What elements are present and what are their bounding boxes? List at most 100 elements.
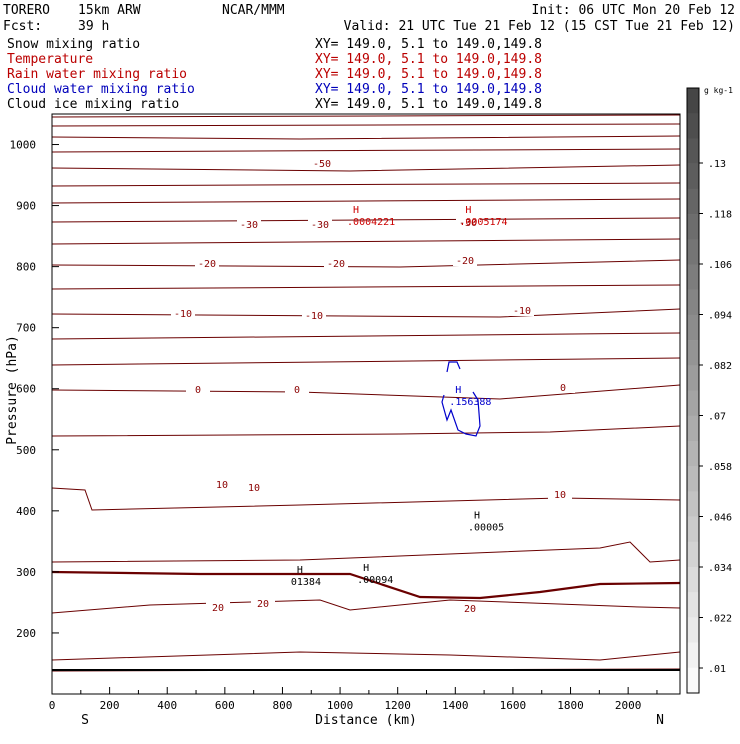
x-tick-label: 1200	[384, 699, 411, 712]
org-label: NCAR/MMM	[222, 3, 285, 18]
maximum-value: .00005	[468, 522, 504, 533]
temperature-contour	[51, 164, 681, 172]
colorbar-tick-label: .13	[708, 159, 726, 170]
contour-label: -50	[313, 159, 331, 170]
temperature-contour	[51, 651, 681, 661]
maximum-marker: H	[455, 385, 461, 396]
x-tick-label: 1000	[327, 699, 354, 712]
contour-labels: -50 -30 -30 -30 -20 -20 -20 -10 -10 -10 0 0 0 10 10 10 2…	[171, 158, 575, 615]
y-axis-title: Pressure (hPa)	[5, 335, 20, 445]
temperature-contour	[51, 259, 681, 268]
colorbar-cell	[687, 440, 699, 467]
contour-label-bg	[458, 603, 482, 614]
forecast-hours: 39 h	[78, 19, 109, 34]
colorbar-cell	[687, 566, 699, 593]
field-legend: Snow mixing ratio XY= 149.0, 5.1 to 149.…	[7, 37, 542, 112]
contour-label-bg	[206, 602, 230, 613]
contour-label-bg	[210, 479, 234, 490]
contour-label: 10	[554, 490, 566, 501]
contour-label: -20	[327, 259, 345, 270]
colorbar-tick-label: .046	[708, 513, 732, 524]
maximum-marker: H	[363, 563, 369, 574]
y-tick-label: 400	[16, 505, 36, 518]
temperature-contour	[51, 238, 681, 245]
contour-label: 10	[216, 480, 228, 491]
plot-area: -50 -30 -30 -30 -20 -20 -20 -10 -10 -10 0 0 0 10 10 10 2…	[10, 113, 681, 712]
legend-cloud-water-xy: XY= 149.0, 5.1 to 149.0,149.8	[315, 82, 542, 97]
y-tick-label: 700	[16, 322, 36, 335]
contour-label: -30	[311, 220, 329, 231]
contour-label-bg	[302, 310, 326, 321]
contour-label-bg	[195, 258, 219, 269]
contour-label-bg	[242, 482, 266, 493]
contour-label: -20	[198, 259, 216, 270]
colorbar-cell	[687, 390, 699, 417]
zero-degree-isotherm	[51, 570, 681, 600]
contour-label: 0	[560, 383, 566, 394]
contour-label-bg	[237, 219, 261, 230]
y-tick-label: 1000	[10, 139, 37, 152]
colorbar-cell	[687, 541, 699, 568]
y-tick-label: 500	[16, 444, 36, 457]
temperature-contour	[51, 487, 681, 511]
valid-time: Valid: 21 UTC Tue 21 Feb 12 (15 CST Tue …	[344, 19, 735, 34]
colorbar-tick-label: .01	[708, 664, 726, 675]
colorbar-cell	[687, 163, 699, 190]
temperature-contour	[51, 284, 681, 290]
x-tick-label: 1800	[557, 699, 584, 712]
maximum-value: .156388	[449, 397, 491, 408]
contour-label: -20	[456, 256, 474, 267]
colorbar-cell	[687, 188, 699, 215]
colorbar-cell	[687, 340, 699, 366]
contour-label: -30	[240, 220, 258, 231]
colorbar-cell	[687, 264, 699, 290]
colorbar-cell	[687, 88, 699, 114]
contour-label: 10	[248, 483, 260, 494]
colorbar-cell	[687, 415, 699, 442]
legend-snow-xy: XY= 149.0, 5.1 to 149.0,149.8	[315, 37, 542, 52]
contour-label: 20	[257, 599, 269, 610]
contour-label: 20	[212, 603, 224, 614]
north-label: N	[656, 713, 664, 728]
contour-label-bg	[171, 308, 195, 319]
x-tick-label: 1400	[442, 699, 469, 712]
x-tick-label: 400	[157, 699, 177, 712]
temperature-contour	[51, 135, 681, 140]
cloud-water-contour	[441, 361, 481, 437]
temperature-contour	[51, 599, 681, 614]
contour-label-bg	[548, 489, 572, 500]
colorbar-ticks: .01 .022 .034 .046 .058 .07 .082 .094 .106 .118 .1…	[699, 159, 732, 675]
x-tick-label: 2000	[615, 699, 642, 712]
maximum-marker: H	[474, 510, 480, 521]
colorbar-cell	[687, 365, 699, 391]
maxima-labels: H01384H.00094H.00005H.156388H.0004221H.0…	[291, 205, 508, 588]
colorbar-cell	[687, 516, 699, 543]
cloud-water-line	[441, 361, 481, 437]
maximum-marker: H	[297, 565, 303, 576]
colorbar-cells	[686, 87, 700, 694]
temperature-contour	[51, 357, 681, 366]
y-tick-label: 900	[16, 200, 36, 213]
contour-label: 0	[195, 385, 201, 396]
colorbar-cell	[687, 113, 699, 139]
legend-temperature-label: Temperature	[7, 52, 93, 67]
colorbar-cell	[687, 592, 699, 618]
maximum-value: .0005174	[459, 217, 507, 228]
contour-label-bg	[453, 255, 477, 266]
temperature-contour	[51, 308, 681, 318]
colorbar-tick-label: .082	[708, 361, 732, 372]
contour-label-bg	[251, 598, 275, 609]
model-title: TORERO	[3, 3, 50, 18]
y-axis-ticks: 200 300 400 500 600 700 800 900 1000	[10, 139, 59, 640]
contour-label-bg	[285, 384, 309, 395]
y-tick-label: 800	[16, 261, 36, 274]
temperature-contour	[51, 332, 681, 340]
contour-label-bg	[308, 219, 332, 230]
legend-cloud-water-label: Cloud water mixing ratio	[7, 82, 195, 97]
contour-label-bg	[551, 382, 575, 393]
contour-label: -30	[459, 218, 477, 229]
x-tick-label: 600	[215, 699, 235, 712]
colorbar-cell	[687, 314, 699, 341]
